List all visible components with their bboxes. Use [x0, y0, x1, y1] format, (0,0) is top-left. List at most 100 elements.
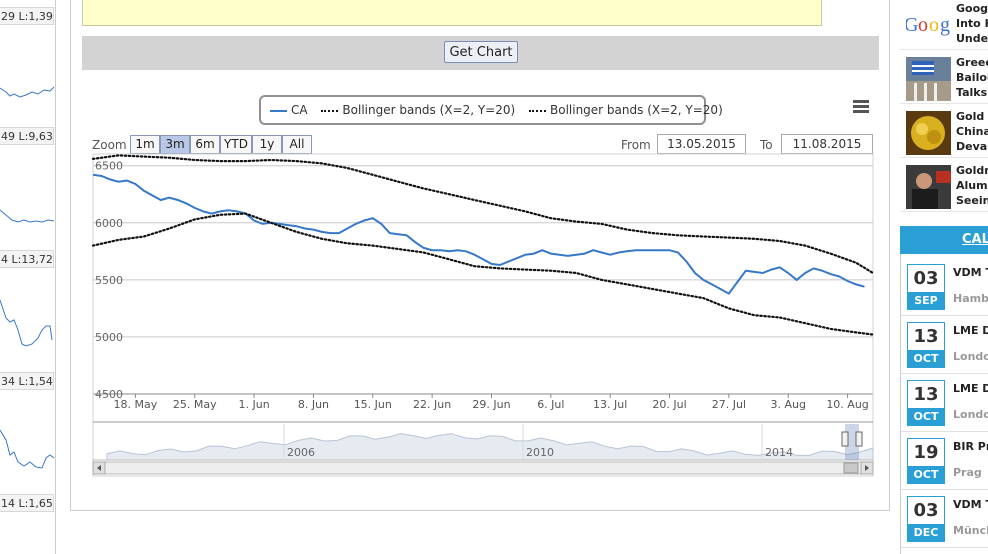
event-month: SEP — [908, 292, 944, 309]
x-tick-label: 25. May — [173, 398, 217, 411]
y-tick-label: 5000 — [95, 331, 123, 344]
x-tick-label: 6. Jul — [537, 398, 564, 411]
sparkline-label: 29 L:1,393 — [0, 7, 54, 25]
event-day: 19 — [913, 442, 939, 463]
event-location: Londo — [953, 408, 988, 421]
y-tick-label: 6000 — [95, 217, 123, 230]
x-tick-label: 1. Jun — [238, 398, 269, 411]
sparkline-2 — [0, 209, 55, 223]
event-title: LME D — [953, 382, 988, 395]
news-line: China — [956, 125, 988, 138]
news-item[interactable]: Goldm Alumi Seeing — [900, 162, 988, 212]
toolbar: Get Chart — [82, 36, 879, 70]
notice-box — [82, 0, 822, 26]
sparkline-4 — [0, 429, 55, 469]
event-date: 13 OCT — [907, 380, 945, 426]
google-thumb-icon: G o o g — [906, 3, 951, 47]
x-tick-label: 10. Aug — [826, 398, 868, 411]
zoom-button-all[interactable]: All — [282, 135, 312, 154]
zoom-label: Zoom — [92, 138, 127, 152]
svg-text:g: g — [940, 14, 950, 36]
legend-item-ca[interactable]: CA — [270, 97, 308, 123]
svg-text:G: G — [906, 14, 918, 36]
price-chart: 18. May 25. May 1. Jun 8. Jun 15. Jun 22. Jun… — [91, 153, 875, 477]
news-line: Under — [956, 32, 988, 45]
event-month: OCT — [908, 408, 944, 425]
news-item[interactable]: Greece Bailou Talks — [900, 54, 988, 104]
right-sidebar: G o o g Googl Into H Under Greece Bailou… — [900, 0, 988, 554]
x-tick-label: 22. Jun — [413, 398, 451, 411]
event-day: 03 — [913, 500, 939, 521]
sparkline-label: 4 L:13,725 — [0, 250, 54, 268]
x-tick-label: 27. Jul — [712, 398, 746, 411]
calendar-event[interactable]: 19 OCT BIR Pr Prag — [901, 432, 988, 490]
navigator-handle[interactable] — [855, 431, 863, 447]
sparkline-label: 14 L:1,651 — [0, 494, 54, 512]
series-line-bollinger-lower — [91, 212, 875, 336]
event-day: 03 — [913, 268, 939, 289]
news-line: Into H — [956, 17, 988, 30]
news-line: Bailou — [956, 71, 988, 84]
y-tick-label: 4500 — [95, 388, 123, 401]
hamburger-menu-icon[interactable] — [853, 100, 869, 114]
y-tick-label: 6500 — [95, 160, 123, 173]
from-label: From — [621, 138, 651, 152]
arrow-right-icon — [865, 465, 869, 471]
event-location: Londo — [953, 350, 988, 363]
x-axis: 18. May 25. May 1. Jun 8. Jun 15. Jun 22. Jun… — [114, 394, 869, 411]
event-date: 03 SEP — [907, 264, 945, 310]
navigator-area — [106, 433, 874, 461]
sparklines — [0, 86, 55, 469]
arrow-left-icon — [97, 465, 101, 471]
calendar-event[interactable]: 03 DEC VDM T Münch — [901, 490, 988, 548]
legend-label: Bollinger bands (X=2, Y=20) — [550, 103, 723, 117]
y-tick-label: 5500 — [95, 274, 123, 287]
calendar-list: 03 SEP VDM T Hamb 13 OCT LME D Londo 13 … — [900, 254, 988, 554]
series-layer — [91, 154, 875, 336]
event-month: OCT — [908, 350, 944, 367]
series-line-bollinger-upper — [91, 154, 875, 275]
event-title: VDM T — [953, 498, 988, 511]
calendar-event[interactable]: 13 OCT LME D Londo — [901, 316, 988, 374]
event-date: 19 OCT — [907, 438, 945, 484]
legend-item-bollinger-lower[interactable]: Bollinger bands (X=2, Y=20) — [529, 97, 723, 123]
event-title: LME D — [953, 324, 988, 337]
calendar-header-link[interactable]: CAL — [900, 226, 988, 254]
x-tick-label: 18. May — [114, 398, 158, 411]
calendar-event[interactable]: 03 SEP VDM T Hamb — [901, 258, 988, 316]
sparkline-label: 49 L:9,638 — [0, 127, 54, 145]
news-line: Devalu — [956, 140, 988, 153]
legend-label: Bollinger bands (X=2, Y=20) — [342, 103, 516, 117]
to-label: To — [760, 138, 773, 152]
news-item[interactable]: Gold T China Devalu — [900, 108, 988, 158]
news-line: Talks — [956, 86, 988, 99]
chart-frame — [92, 153, 874, 477]
event-title: VDM T — [953, 266, 988, 279]
scrollbar-thumb[interactable] — [843, 462, 859, 474]
chart-panel: Get Chart CA Bollinger bands (X=2, Y=20)… — [70, 0, 890, 511]
event-month: OCT — [908, 466, 944, 483]
get-chart-button[interactable]: Get Chart — [444, 41, 518, 63]
event-location: Hamb — [953, 292, 988, 305]
sparkline-3 — [0, 299, 53, 347]
news-item[interactable]: G o o g Googl Into H Under — [900, 0, 988, 50]
legend-label: CA — [291, 103, 308, 117]
legend-item-bollinger-upper[interactable]: Bollinger bands (X=2, Y=20) — [321, 97, 515, 123]
sparkline-column: 29 L:1,393 49 L:9,638 4 L:13,725 34 L:1,… — [0, 0, 56, 554]
navigator-handle[interactable] — [841, 431, 849, 447]
series-line-ca — [92, 173, 865, 295]
sparkline-1 — [0, 86, 55, 98]
calendar-event[interactable]: 13 OCT LME D Londo — [901, 374, 988, 432]
navigator[interactable]: 2006 2010 2014 — [92, 421, 874, 475]
event-location: Münch — [953, 524, 988, 537]
x-tick-label: 29. Jun — [472, 398, 510, 411]
event-month: DEC — [908, 524, 944, 541]
navigator-year-label: 2010 — [526, 446, 554, 459]
news-line: Googl — [956, 2, 988, 15]
event-title: BIR Pr — [953, 440, 988, 453]
event-day: 13 — [913, 326, 939, 347]
goldman-thumb-icon — [906, 165, 951, 209]
navigator-scrollbar[interactable] — [92, 461, 874, 475]
x-tick-label: 13. Jul — [593, 398, 627, 411]
grid — [92, 153, 874, 477]
